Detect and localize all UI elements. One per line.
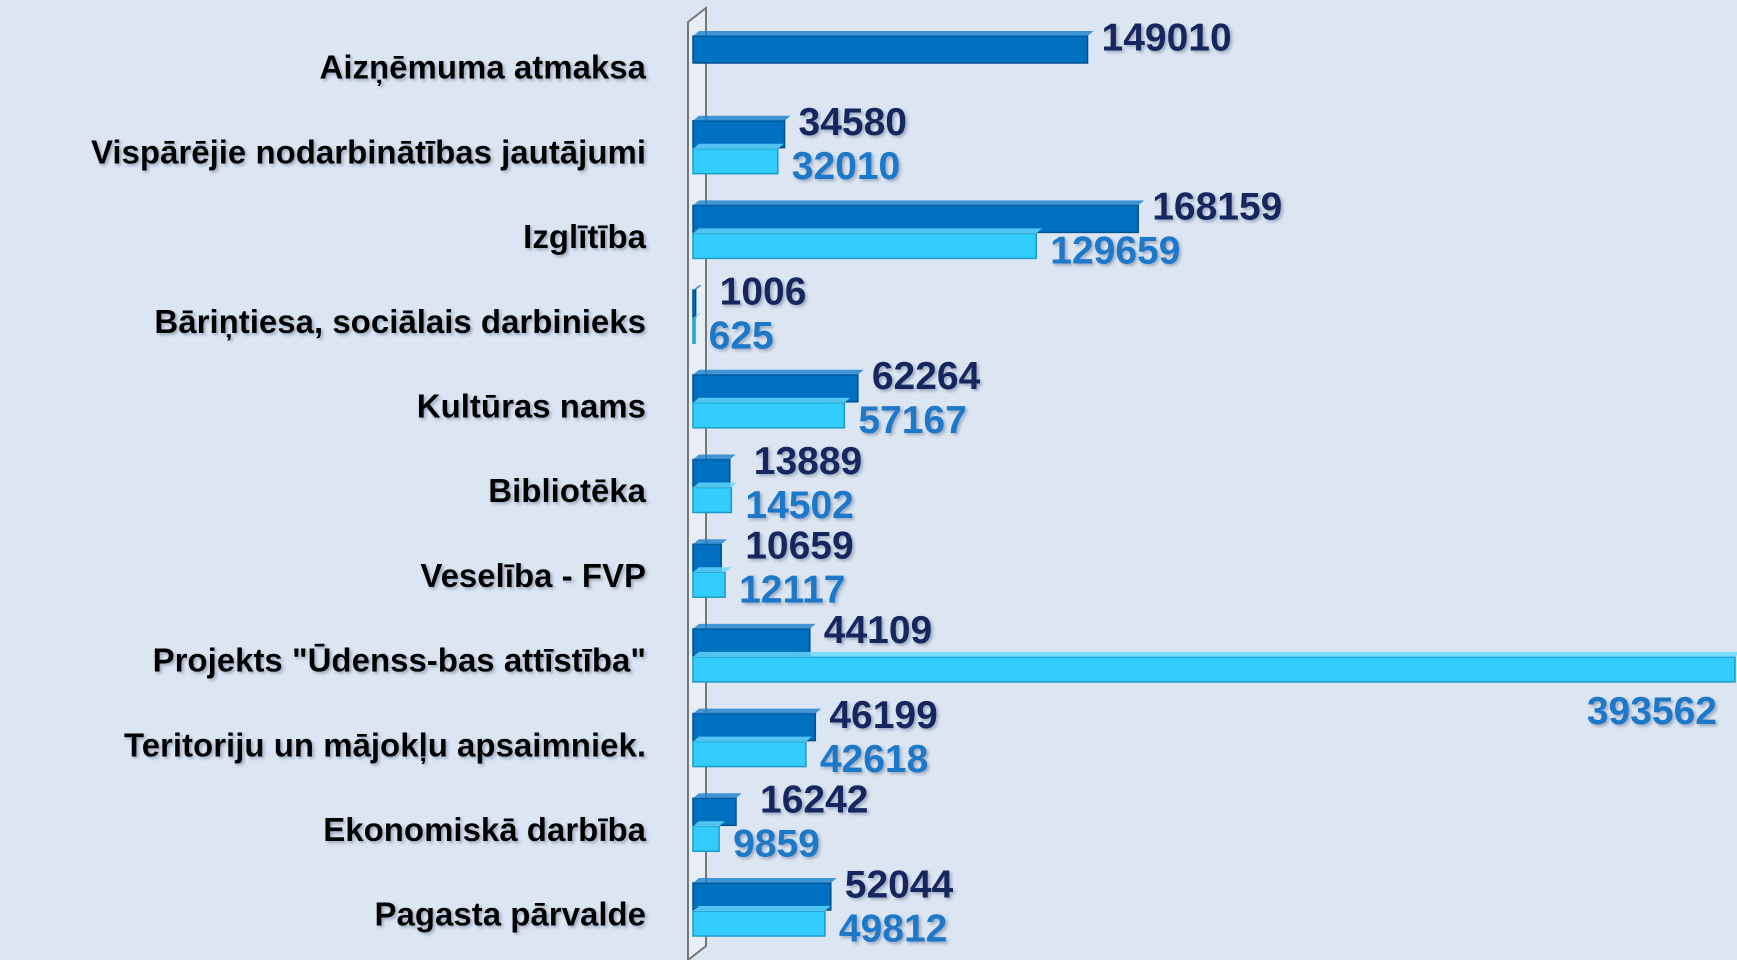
value-label: 32010 <box>792 145 900 188</box>
bar-top <box>693 397 851 403</box>
value-label: 57167 <box>858 399 966 442</box>
bar <box>692 740 807 768</box>
bar <box>692 543 722 572</box>
value-label: 62264 <box>872 355 981 398</box>
value-label: 625 <box>709 314 774 357</box>
bar <box>692 656 1736 683</box>
bar <box>692 571 726 598</box>
bar-top <box>693 313 701 319</box>
category-label: Pagasta pārvalde <box>375 896 646 933</box>
value-label: 1006 <box>720 270 807 313</box>
bar-top <box>693 567 732 573</box>
bar <box>692 712 817 742</box>
category-label: Bibliotēka <box>488 472 646 509</box>
bar-top <box>693 651 1737 657</box>
category-label: Aizņēmuma atmaksa <box>320 49 647 86</box>
category-label: Projekts "Ūdenss-bas attīstība" <box>153 642 646 679</box>
bar <box>692 204 1139 234</box>
bar <box>692 797 737 827</box>
category-label: Veselība - FVP <box>420 557 646 594</box>
bar <box>692 35 1089 64</box>
bar <box>692 910 826 937</box>
category-label: Teritoriju un mājokļu apsaimniek. <box>124 726 646 763</box>
value-label: 42618 <box>820 738 928 781</box>
category-label: Kultūras nams <box>417 388 646 425</box>
bar <box>692 402 846 429</box>
bar <box>692 486 733 514</box>
value-label: 149010 <box>1102 16 1232 59</box>
category-label: Ekonomiskā darbība <box>323 811 646 848</box>
bar-top <box>693 793 743 799</box>
value-label: 52044 <box>845 863 954 906</box>
bar-top <box>693 454 736 460</box>
bar-top <box>693 736 812 742</box>
value-label: 46199 <box>829 694 937 737</box>
bar-top <box>693 31 1094 36</box>
bar-top <box>693 708 822 714</box>
bar-top <box>693 482 738 488</box>
value-label: 44109 <box>824 609 932 652</box>
value-label: 129659 <box>1050 230 1180 273</box>
bar <box>692 825 720 853</box>
bar <box>692 289 697 318</box>
bar-top <box>693 285 702 291</box>
category-label: Vispārējie nodarbinātības jautājumi <box>91 133 646 170</box>
bar-top <box>693 878 837 883</box>
value-label: 168159 <box>1152 186 1282 229</box>
category-label: Izglītība <box>523 218 646 255</box>
bar <box>692 119 786 149</box>
bar-top <box>693 143 784 149</box>
bar-top <box>693 539 728 545</box>
bar <box>692 147 779 175</box>
bar <box>692 458 731 488</box>
category-label: Bāriņtiesa, sociālais darbinieks <box>154 303 646 340</box>
bar <box>692 317 696 344</box>
value-label: 49812 <box>839 907 947 950</box>
value-label: 393562 <box>1587 690 1717 733</box>
bar-top <box>693 821 726 827</box>
bar <box>692 374 859 403</box>
bar-top <box>693 906 831 911</box>
bar <box>692 882 832 911</box>
bar-top <box>693 228 1043 234</box>
value-label: 12117 <box>739 568 845 611</box>
value-label: 16242 <box>760 779 868 822</box>
bar-top <box>693 623 816 629</box>
value-label: 14502 <box>745 484 853 527</box>
bar-top <box>693 115 791 121</box>
bar-top <box>693 200 1145 206</box>
value-label: 13889 <box>754 440 862 483</box>
value-label: 34580 <box>799 101 907 144</box>
value-label: 9859 <box>733 823 820 866</box>
bar <box>692 232 1038 260</box>
bar-top <box>693 369 864 375</box>
bar <box>692 628 811 657</box>
value-label: 10659 <box>745 524 853 567</box>
